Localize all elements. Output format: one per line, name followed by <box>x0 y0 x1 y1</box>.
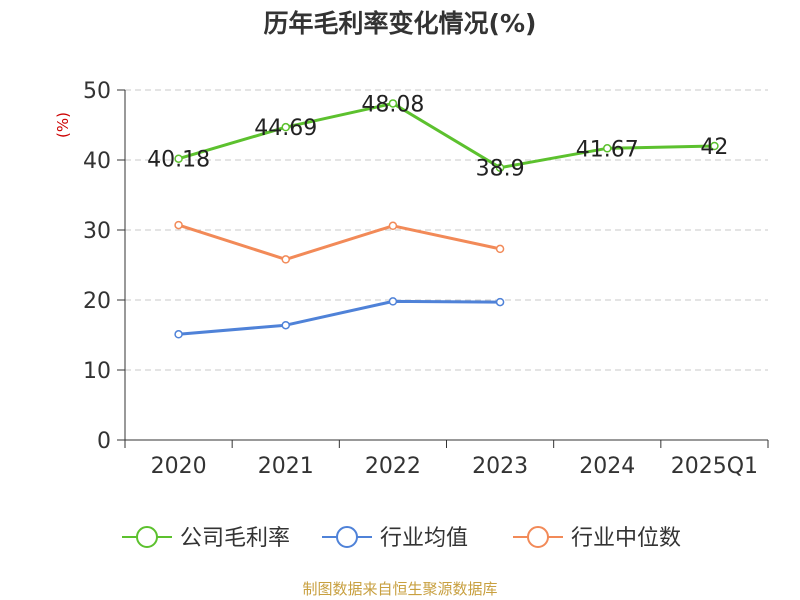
x-tick-label-2023: 2023 <box>472 454 528 479</box>
data-source-footer: 制图数据来自恒生聚源数据库 <box>302 580 497 598</box>
legend-label-0: 公司毛利率 <box>180 526 290 551</box>
x-tick-label-2021: 2021 <box>258 454 314 479</box>
y-tick-label-10: 10 <box>83 359 111 384</box>
data-point-s2-2022 <box>388 221 398 231</box>
data-point-s0-2020 <box>174 154 183 163</box>
legend-marker-2 <box>527 526 549 548</box>
data-point-s1-2020 <box>174 330 183 339</box>
data-label-2022: 48.08 <box>361 92 424 117</box>
data-point-s1-2023 <box>495 297 505 307</box>
data-point-s0-2022 <box>388 99 398 108</box>
data-point-s2-2021 <box>281 255 290 264</box>
data-point-s1-2022 <box>388 297 398 306</box>
data-label-2020: 40.18 <box>147 148 210 173</box>
axes: 0 10 20 30 40 50 2020 2021 2022 2023 2024 2025Q1 <box>83 79 769 479</box>
data-label-2025Q1: 42 <box>700 135 728 160</box>
series-line-0 <box>178 101 715 170</box>
x-tick-label-2020: 2020 <box>151 454 207 479</box>
series-layer <box>174 99 719 339</box>
legend: 公司毛利率 行业均值 行业中位数 <box>122 526 681 551</box>
data-point-s0-2024 <box>603 144 612 153</box>
y-tick-label-30: 30 <box>83 219 111 244</box>
data-point-s2-2020 <box>174 220 183 230</box>
legend-marker-1 <box>336 526 358 548</box>
data-point-s2-2023 <box>495 244 505 254</box>
data-label-2024: 41.67 <box>576 137 639 162</box>
grid-lines <box>125 89 768 371</box>
y-tick-label-20: 20 <box>83 289 111 314</box>
y-axis-unit-label: (%) <box>54 112 72 138</box>
series-line-2 <box>178 223 501 261</box>
legend-marker-0 <box>136 526 158 548</box>
data-labels: 40.18 44.69 48.08 38.9 41.67 42 <box>147 92 728 181</box>
x-tick-label-2024: 2024 <box>579 454 635 479</box>
data-point-s0-2025Q1 <box>710 141 719 151</box>
y-tick-label-0: 0 <box>97 429 111 454</box>
x-tick-label-2022: 2022 <box>365 454 421 479</box>
x-tick-label-2025Q1: 2025Q1 <box>671 454 758 479</box>
data-label-2023: 38.9 <box>476 157 525 182</box>
y-tick-label-50: 50 <box>83 79 111 104</box>
series-line-1 <box>178 299 501 336</box>
y-tick-label-40: 40 <box>83 149 111 174</box>
data-point-s0-2021 <box>281 122 290 132</box>
chart-title: 历年毛利率变化情况(%) <box>264 9 537 38</box>
legend-label-2: 行业中位数 <box>571 526 681 551</box>
data-label-2021: 44.69 <box>254 116 317 141</box>
data-point-s1-2021 <box>281 320 290 330</box>
legend-label-1: 行业均值 <box>380 526 468 551</box>
data-point-s0-2023 <box>495 163 505 172</box>
